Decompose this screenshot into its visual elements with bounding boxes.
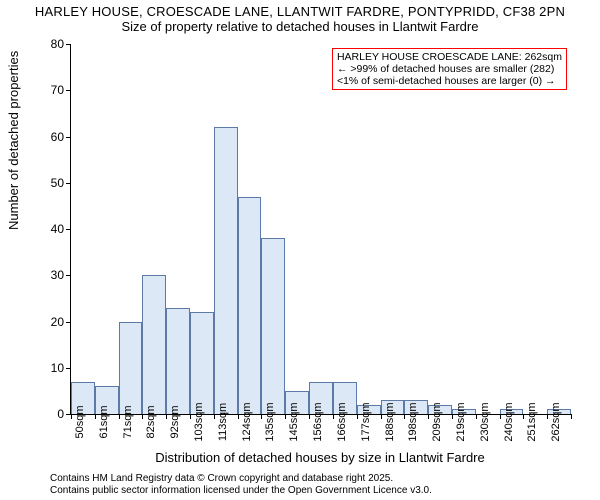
xtick-mark xyxy=(452,414,453,419)
xtick-label: 209sqm xyxy=(431,402,443,441)
xtick-label: 230sqm xyxy=(479,402,491,441)
y-axis-label: Number of detached properties xyxy=(6,51,21,230)
xtick-label: 135sqm xyxy=(264,402,276,441)
ytick-mark xyxy=(66,229,71,230)
ytick-mark xyxy=(66,322,71,323)
ytick-label: 80 xyxy=(51,37,64,51)
annotation-line-2: ← >99% of detached houses are smaller (2… xyxy=(337,63,562,75)
ytick-mark xyxy=(66,137,71,138)
title-line-1: HARLEY HOUSE, CROESCADE LANE, LLANTWIT F… xyxy=(0,4,600,19)
xtick-label: 198sqm xyxy=(407,402,419,441)
ytick-label: 40 xyxy=(51,222,64,236)
xtick-mark xyxy=(214,414,215,419)
xtick-mark xyxy=(523,414,524,419)
ytick-label: 20 xyxy=(51,315,64,329)
ytick-label: 0 xyxy=(57,407,64,421)
chart-title: HARLEY HOUSE, CROESCADE LANE, LLANTWIT F… xyxy=(0,4,600,34)
xtick-label: 177sqm xyxy=(360,402,372,441)
xtick-label: 219sqm xyxy=(455,402,467,441)
xtick-label: 71sqm xyxy=(122,405,134,438)
xtick-label: 262sqm xyxy=(550,402,562,441)
ytick-label: 60 xyxy=(51,130,64,144)
histogram-bar xyxy=(119,322,143,415)
xtick-mark xyxy=(142,414,143,419)
xtick-mark xyxy=(238,414,239,419)
xtick-mark xyxy=(333,414,334,419)
xtick-mark xyxy=(381,414,382,419)
xtick-label: 61sqm xyxy=(98,405,110,438)
ytick-mark xyxy=(66,368,71,369)
ytick-mark xyxy=(66,44,71,45)
xtick-label: 251sqm xyxy=(526,402,538,441)
xtick-label: 50sqm xyxy=(74,405,86,438)
ytick-label: 10 xyxy=(51,361,64,375)
xtick-label: 240sqm xyxy=(503,402,515,441)
xtick-label: 92sqm xyxy=(169,405,181,438)
ytick-mark xyxy=(66,275,71,276)
plot-area: HARLEY HOUSE CROESCADE LANE: 262sqm ← >9… xyxy=(70,44,571,415)
xtick-label: 82sqm xyxy=(145,405,157,438)
xtick-label: 113sqm xyxy=(217,403,229,441)
histogram-bar xyxy=(238,197,262,414)
annotation-line-1: HARLEY HOUSE CROESCADE LANE: 262sqm xyxy=(337,51,562,63)
title-line-2: Size of property relative to detached ho… xyxy=(0,19,600,34)
xtick-mark xyxy=(500,414,501,419)
histogram-bar xyxy=(142,275,166,414)
xtick-label: 103sqm xyxy=(193,402,205,441)
xtick-mark xyxy=(547,414,548,419)
xtick-mark xyxy=(309,414,310,419)
footer: Contains HM Land Registry data © Crown c… xyxy=(50,473,432,496)
histogram-bar xyxy=(190,312,214,414)
histogram-bar xyxy=(261,238,285,414)
ytick-mark xyxy=(66,90,71,91)
xtick-mark xyxy=(428,414,429,419)
xtick-mark xyxy=(166,414,167,419)
ytick-label: 70 xyxy=(51,83,64,97)
xtick-label: 166sqm xyxy=(336,402,348,441)
xtick-label: 156sqm xyxy=(312,402,324,441)
xtick-mark xyxy=(476,414,477,419)
annotation-box: HARLEY HOUSE CROESCADE LANE: 262sqm ← >9… xyxy=(332,48,567,90)
footer-line-1: Contains HM Land Registry data © Crown c… xyxy=(50,473,432,485)
xtick-label: 124sqm xyxy=(241,402,253,441)
xtick-mark xyxy=(71,414,72,419)
xtick-mark xyxy=(285,414,286,419)
xtick-mark xyxy=(190,414,191,419)
xtick-label: 188sqm xyxy=(384,402,396,441)
ytick-label: 50 xyxy=(51,176,64,190)
footer-line-2: Contains public sector information licen… xyxy=(50,485,432,497)
histogram-bar xyxy=(214,127,238,414)
xtick-mark xyxy=(261,414,262,419)
annotation-line-3: <1% of semi-detached houses are larger (… xyxy=(337,75,562,87)
histogram-bar xyxy=(166,308,190,414)
xtick-mark xyxy=(119,414,120,419)
xtick-mark xyxy=(95,414,96,419)
xtick-mark xyxy=(404,414,405,419)
xtick-mark xyxy=(571,414,572,419)
xtick-mark xyxy=(357,414,358,419)
ytick-label: 30 xyxy=(51,268,64,282)
chart-container: HARLEY HOUSE, CROESCADE LANE, LLANTWIT F… xyxy=(0,0,600,500)
ytick-mark xyxy=(66,183,71,184)
x-axis-label: Distribution of detached houses by size … xyxy=(70,450,570,465)
xtick-label: 145sqm xyxy=(288,402,300,441)
